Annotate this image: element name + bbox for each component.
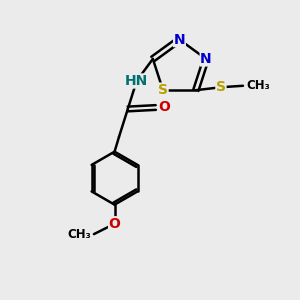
Text: CH₃: CH₃ — [67, 228, 91, 241]
Text: N: N — [200, 52, 212, 66]
Text: S: S — [216, 80, 226, 94]
Text: N: N — [174, 33, 185, 46]
Text: O: O — [109, 217, 121, 231]
Text: S: S — [158, 83, 168, 97]
Text: O: O — [159, 100, 171, 115]
Text: CH₃: CH₃ — [246, 79, 270, 92]
Text: HN: HN — [125, 74, 148, 88]
